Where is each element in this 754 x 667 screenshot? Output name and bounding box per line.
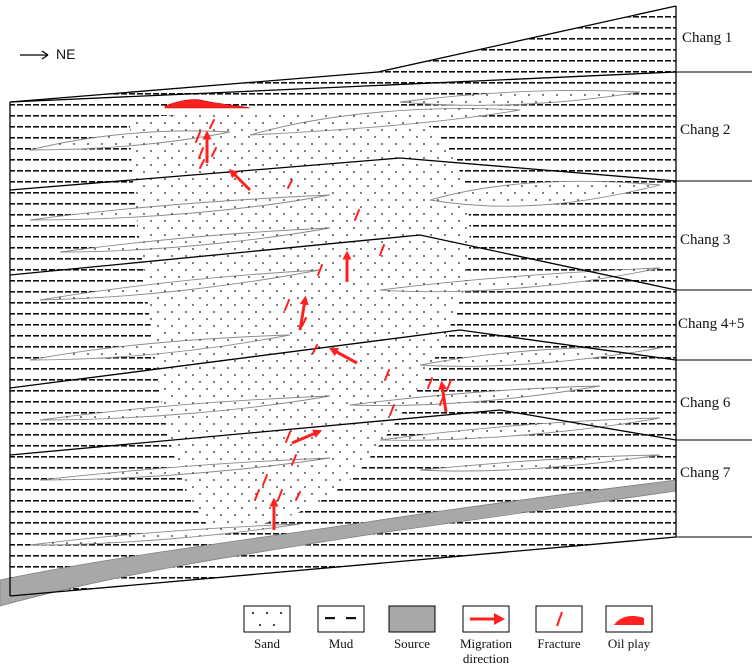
orientation-label: NE [56, 46, 76, 62]
legend-source-label: Source [393, 636, 431, 651]
layer-label-chang1: Chang 1 [682, 30, 733, 46]
fracture-mark [198, 147, 204, 159]
layer-boundaries [9, 5, 677, 597]
fracture-mark [199, 159, 205, 169]
legend-sand-label: Sand [254, 636, 280, 651]
legend-oil-play-label: Oil play [607, 636, 651, 651]
fracture-mark [295, 491, 301, 501]
top-boundary [9, 5, 677, 103]
migration-arrow [298, 295, 309, 331]
oil-play [164, 99, 251, 109]
legend-fracture-label: Fracture [537, 636, 581, 651]
boundary-chang2-chang3 [9, 157, 677, 191]
legend [243, 605, 653, 633]
fracture-mark [254, 489, 260, 501]
migration-arrows [202, 130, 448, 530]
fracture-mark [301, 317, 307, 327]
layer-label-chang2: Chang 2 [680, 122, 731, 138]
legend-oil-play-swatch [605, 605, 653, 633]
legend-migration-swatch [462, 605, 510, 633]
right-arrow-icon [20, 50, 49, 60]
fracture-mark [277, 489, 283, 501]
fracture-mark [312, 344, 318, 354]
legend-source-swatch [388, 605, 436, 633]
fracture-mark [209, 119, 215, 129]
fracture-mark [427, 377, 433, 389]
boundary-chang1-chang2 [9, 71, 677, 103]
fracture-mark [285, 431, 291, 443]
layer-label-chang45: Chang 4+5 [678, 316, 745, 332]
fracture-mark [211, 147, 217, 157]
legend-mud-swatch [317, 605, 365, 633]
boundary-chang3-chang45 [9, 234, 677, 291]
legend-mud-label: Mud [328, 636, 354, 651]
fracture-mark [384, 369, 390, 381]
layer-label-chang3: Chang 3 [680, 232, 731, 248]
legend-migration-label-line2: direction [462, 651, 510, 666]
fracture-mark [195, 131, 201, 143]
migration-arrow [329, 347, 358, 365]
layer-label-chang6: Chang 6 [680, 395, 731, 411]
layer-label-chang7: Chang 7 [680, 465, 731, 481]
migration-arrow [438, 380, 448, 413]
fracture-mark [287, 179, 293, 189]
boundary-chang6-chang7 [9, 409, 677, 456]
fracture-mark [284, 299, 290, 311]
legend-sand-swatch [243, 605, 291, 633]
fracture-mark [379, 244, 385, 256]
fracture-mark [389, 404, 395, 416]
fracture-mark [262, 474, 268, 486]
migration-arrow [228, 168, 252, 192]
layer-ticks [676, 71, 752, 538]
bottom-boundary [9, 536, 677, 597]
fracture-mark [354, 209, 360, 221]
fracture-mark [317, 264, 323, 276]
fracture-mark [291, 454, 297, 466]
migration-arrow [291, 429, 323, 445]
legend-fracture-swatch [535, 605, 583, 633]
legend-migration-label-line1: Migration [460, 636, 512, 651]
boundary-chang45-chang6 [9, 329, 677, 389]
fracture-mark [446, 379, 452, 391]
